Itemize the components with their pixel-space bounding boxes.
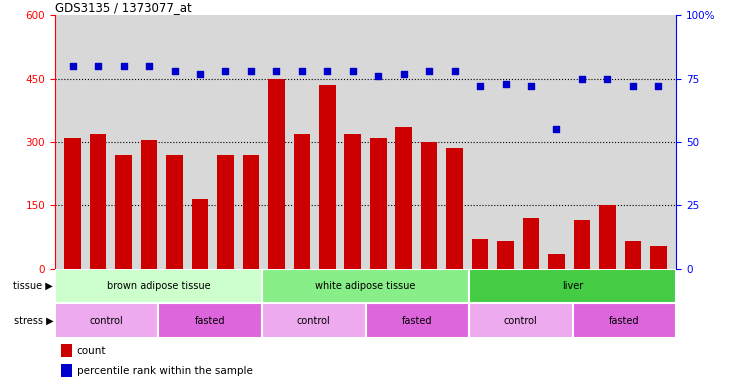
Bar (268, 79, 284, 269)
Text: count: count (77, 346, 106, 356)
Point (322, 68, 333, 74)
Point (474, 83, 486, 89)
Text: control: control (297, 316, 330, 326)
Text: stress ▶: stress ▶ (14, 316, 53, 326)
Bar (572, 303, 676, 338)
Bar (141, 140, 157, 269)
Text: fasted: fasted (609, 316, 640, 326)
Bar (469, 269, 676, 303)
Bar (447, 149, 463, 269)
Bar (262, 303, 366, 338)
Point (347, 68, 359, 74)
Point (423, 68, 435, 74)
Text: liver: liver (562, 281, 583, 291)
Bar (497, 242, 514, 269)
Text: GDS3135 / 1373077_at: GDS3135 / 1373077_at (55, 1, 192, 14)
Bar (61, 364, 72, 377)
Point (219, 68, 231, 74)
Text: tissue ▶: tissue ▶ (13, 281, 53, 291)
Text: fasted: fasted (195, 316, 225, 326)
Bar (548, 254, 565, 269)
Point (550, 126, 562, 132)
Point (245, 68, 257, 74)
Text: fasted: fasted (402, 316, 433, 326)
Bar (366, 303, 469, 338)
Bar (55, 269, 262, 303)
Point (602, 76, 613, 82)
Bar (421, 142, 437, 269)
Bar (469, 303, 572, 338)
Bar (471, 239, 488, 269)
Bar (64, 138, 81, 269)
Bar (395, 127, 412, 269)
Point (627, 83, 639, 89)
Point (449, 68, 461, 74)
Bar (574, 220, 590, 269)
Point (525, 83, 537, 89)
Text: brown adipose tissue: brown adipose tissue (107, 281, 211, 291)
Point (653, 83, 664, 89)
Point (270, 68, 282, 74)
Point (296, 68, 308, 74)
Text: control: control (90, 316, 124, 326)
Bar (319, 85, 336, 269)
Bar (599, 205, 616, 269)
Bar (115, 155, 132, 269)
Point (118, 63, 129, 69)
Text: white adipose tissue: white adipose tissue (315, 281, 416, 291)
Point (500, 81, 512, 87)
Bar (90, 134, 107, 269)
Bar (159, 303, 262, 338)
Bar (192, 199, 208, 269)
Bar (61, 344, 72, 357)
Bar (523, 218, 539, 269)
Bar (294, 134, 310, 269)
Point (169, 68, 181, 74)
Point (372, 73, 384, 79)
Bar (166, 155, 183, 269)
Bar (243, 155, 260, 269)
Point (576, 76, 588, 82)
Text: percentile rank within the sample: percentile rank within the sample (77, 366, 252, 376)
Point (143, 63, 155, 69)
Bar (262, 269, 469, 303)
Text: control: control (504, 316, 538, 326)
Bar (55, 303, 159, 338)
Point (67, 63, 78, 69)
Bar (370, 138, 387, 269)
Bar (344, 134, 361, 269)
Bar (624, 242, 641, 269)
Point (398, 71, 409, 77)
Bar (650, 246, 667, 269)
Point (194, 71, 206, 77)
Point (92, 63, 104, 69)
Bar (217, 155, 234, 269)
